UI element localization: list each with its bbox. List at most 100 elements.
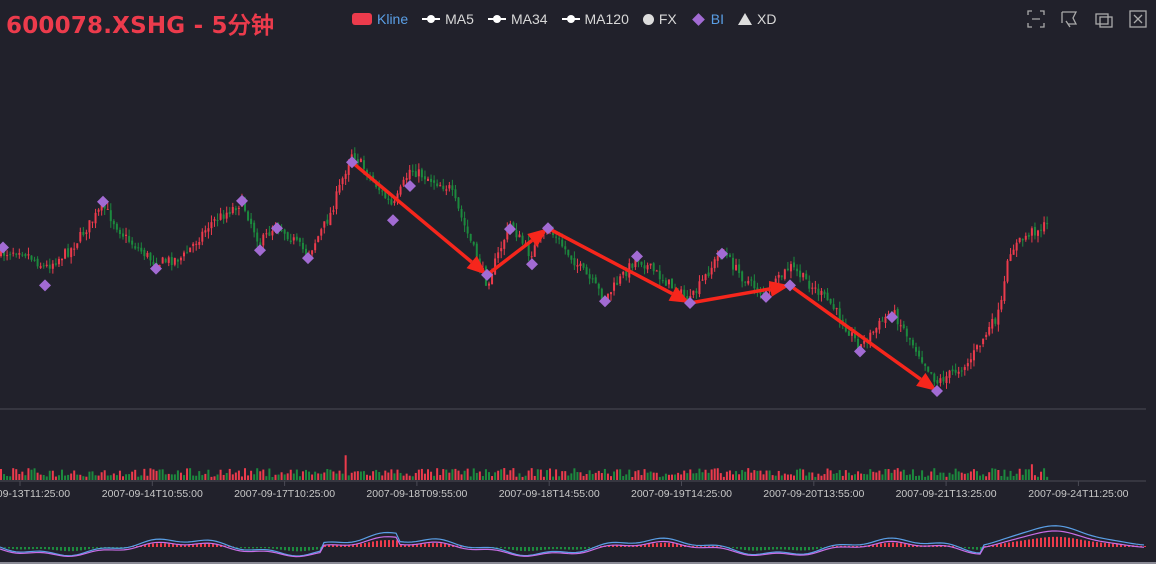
macd-histogram-bar: [708, 546, 710, 547]
volume-bar: [1024, 469, 1027, 480]
macd-histogram-bar: [160, 543, 162, 547]
macd-histogram-bar: [184, 544, 186, 547]
volume-bar: [994, 468, 997, 480]
xd-segment-line: [485, 238, 534, 277]
macd-histogram-bar: [900, 543, 902, 547]
macd-histogram-bar: [364, 543, 366, 547]
candle-body: [112, 220, 115, 225]
candle-body: [268, 232, 271, 236]
volume-bar: [27, 468, 30, 480]
candle-body: [1003, 281, 1006, 301]
x-axis-tick-label: 2007-09-24T11:25:00: [1028, 488, 1128, 500]
restore-icon[interactable]: [1094, 9, 1114, 29]
legend-item-kline[interactable]: Kline: [352, 11, 408, 27]
volume-bar: [524, 475, 527, 480]
volume-bar: [759, 470, 762, 480]
volume-bar: [817, 473, 820, 480]
candle-body: [106, 208, 109, 210]
macd-histogram-bar: [316, 547, 318, 550]
candle-body: [48, 264, 51, 269]
legend-item-ma5[interactable]: MA5: [422, 11, 474, 27]
candle-body: [808, 280, 811, 289]
candle-body: [70, 248, 73, 258]
volume-bar: [253, 474, 256, 480]
macd-histogram-bar: [952, 545, 954, 547]
volume-bar: [1006, 476, 1009, 480]
volume-bar: [872, 471, 875, 480]
candle-body: [820, 290, 823, 295]
candle-body: [713, 259, 716, 269]
candle-body: [503, 240, 506, 249]
volume-bar: [167, 473, 170, 480]
volume-bar: [924, 476, 927, 480]
volume-bar: [469, 476, 472, 480]
candle-body: [292, 237, 295, 241]
volume-bar: [1018, 468, 1021, 480]
macd-histogram-bar: [360, 543, 362, 547]
candle-body: [933, 373, 936, 382]
volume-bar: [118, 470, 121, 480]
candle-body: [634, 258, 637, 268]
candle-body: [835, 308, 838, 310]
candle-body: [210, 222, 213, 229]
volume-bar: [387, 472, 390, 480]
candle-body: [201, 231, 204, 242]
volume-bar: [979, 475, 982, 480]
volume-bar: [561, 471, 564, 480]
legend-label-ma5: MA5: [445, 11, 474, 27]
legend-item-bi[interactable]: BI: [691, 11, 724, 27]
volume-bar: [9, 476, 12, 480]
legend-item-ma34[interactable]: MA34: [487, 11, 548, 27]
volume-bar: [728, 470, 731, 480]
volume-bar: [6, 475, 9, 480]
candle-body: [280, 230, 283, 232]
legend-item-ma120[interactable]: MA120: [561, 11, 629, 27]
volume-bar: [927, 475, 930, 480]
candle-body: [359, 159, 362, 163]
volume-bar: [454, 468, 457, 480]
volume-bar: [460, 474, 463, 480]
zoom-back-icon[interactable]: [1060, 9, 1080, 29]
volume-bar: [863, 473, 866, 480]
candle-body: [960, 370, 963, 372]
macd-histogram-bar: [376, 540, 378, 547]
volume-bar: [207, 469, 210, 480]
candle-body: [173, 258, 176, 265]
candle-body: [994, 318, 997, 324]
volume-bar: [402, 475, 405, 480]
macd-histogram-bar: [408, 544, 410, 547]
candle-body: [362, 160, 365, 169]
macd-histogram-bar: [1060, 536, 1062, 547]
candle-body: [94, 212, 97, 224]
candle-body: [1018, 237, 1021, 243]
macd-histogram-bar: [588, 547, 590, 549]
volume-bar: [866, 474, 869, 480]
zoom-icon[interactable]: [1026, 9, 1046, 29]
candle-body: [1033, 226, 1036, 236]
candle-body: [811, 287, 814, 289]
candle-body: [555, 236, 558, 238]
candle-body: [39, 266, 42, 268]
candle-body: [1040, 229, 1043, 231]
candle-body: [189, 247, 192, 253]
candle-body: [875, 328, 878, 333]
candle-body: [921, 357, 924, 363]
legend-item-xd[interactable]: XD: [738, 11, 776, 27]
legend-label-ma34: MA34: [510, 11, 548, 27]
candle-body: [250, 218, 253, 225]
macd-histogram-bar: [976, 547, 978, 550]
macd-histogram-bar: [876, 544, 878, 547]
volume-bar: [173, 474, 176, 480]
candle-body: [228, 211, 231, 215]
macd-histogram-bar: [308, 547, 310, 551]
legend-item-fx[interactable]: FX: [642, 11, 677, 27]
save-image-icon[interactable]: [1128, 9, 1148, 29]
macd-histogram-bar: [648, 543, 650, 547]
volume-bar: [841, 475, 844, 480]
candle-body: [411, 170, 414, 172]
bi-point: [886, 311, 898, 324]
candle-body: [918, 350, 921, 357]
volume-bar: [582, 475, 585, 480]
volume-bar: [591, 474, 594, 480]
